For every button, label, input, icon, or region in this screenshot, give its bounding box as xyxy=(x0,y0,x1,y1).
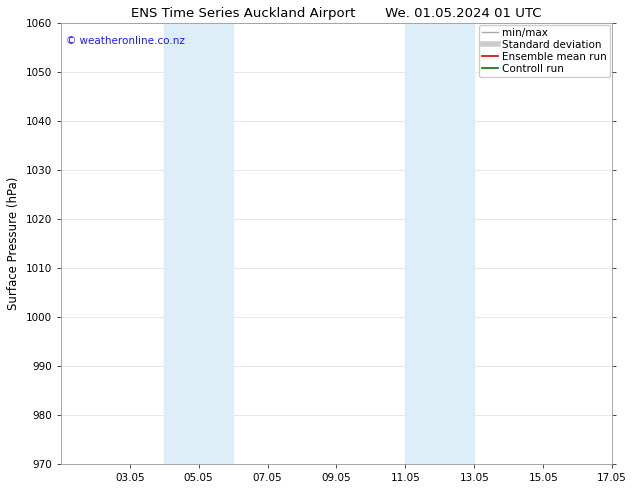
Y-axis label: Surface Pressure (hPa): Surface Pressure (hPa) xyxy=(7,176,20,310)
Title: ENS Time Series Auckland Airport       We. 01.05.2024 01 UTC: ENS Time Series Auckland Airport We. 01.… xyxy=(131,7,541,20)
Legend: min/max, Standard deviation, Ensemble mean run, Controll run: min/max, Standard deviation, Ensemble me… xyxy=(479,24,610,77)
Bar xyxy=(164,23,233,464)
Text: © weatheronline.co.nz: © weatheronline.co.nz xyxy=(67,36,185,46)
Bar xyxy=(405,23,474,464)
